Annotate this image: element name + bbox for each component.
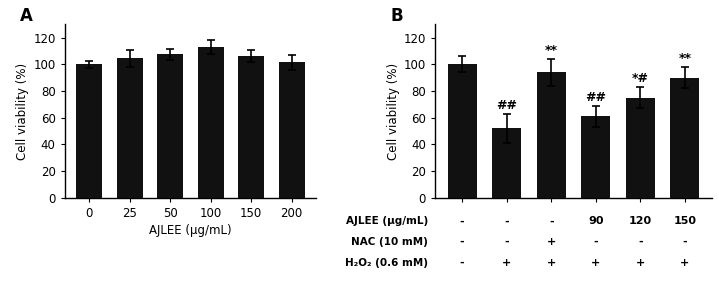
Text: B: B (391, 7, 403, 25)
Bar (238, 56, 265, 198)
Bar (116, 58, 143, 198)
Text: ##: ## (585, 91, 606, 104)
Text: +: + (546, 237, 556, 247)
Text: A: A (19, 7, 32, 25)
Text: +: + (680, 258, 690, 268)
Text: +: + (591, 258, 600, 268)
Bar (670, 78, 700, 198)
Text: -: - (504, 237, 509, 247)
Text: -: - (593, 237, 598, 247)
Text: +: + (636, 258, 645, 268)
Text: -: - (549, 216, 554, 226)
Text: **: ** (678, 52, 691, 65)
Text: -: - (682, 237, 687, 247)
Bar (626, 98, 655, 198)
Text: -: - (638, 237, 643, 247)
Bar (157, 54, 183, 198)
Text: H₂O₂ (0.6 mM): H₂O₂ (0.6 mM) (345, 258, 428, 268)
Text: -: - (460, 216, 464, 226)
Bar (448, 64, 477, 198)
Text: -: - (504, 216, 509, 226)
Text: 150: 150 (673, 216, 696, 226)
Bar (198, 47, 224, 198)
Text: -: - (460, 258, 464, 268)
Bar (278, 62, 305, 198)
Text: ##: ## (496, 98, 517, 112)
Text: NAC (10 mM): NAC (10 mM) (351, 237, 428, 247)
Text: +: + (502, 258, 511, 268)
Bar (536, 72, 566, 198)
Y-axis label: Cell viability (%): Cell viability (%) (387, 62, 400, 160)
Bar (581, 116, 610, 198)
X-axis label: AJLEE (μg/mL): AJLEE (μg/mL) (149, 224, 232, 237)
Text: +: + (546, 258, 556, 268)
Bar (76, 64, 102, 198)
Text: 90: 90 (588, 216, 603, 226)
Text: -: - (460, 237, 464, 247)
Bar (493, 128, 521, 198)
Y-axis label: Cell viability (%): Cell viability (%) (16, 62, 29, 160)
Text: AJLEE (μg/mL): AJLEE (μg/mL) (346, 216, 428, 226)
Text: 120: 120 (628, 216, 652, 226)
Text: **: ** (545, 44, 558, 57)
Text: *#: *# (632, 72, 649, 85)
